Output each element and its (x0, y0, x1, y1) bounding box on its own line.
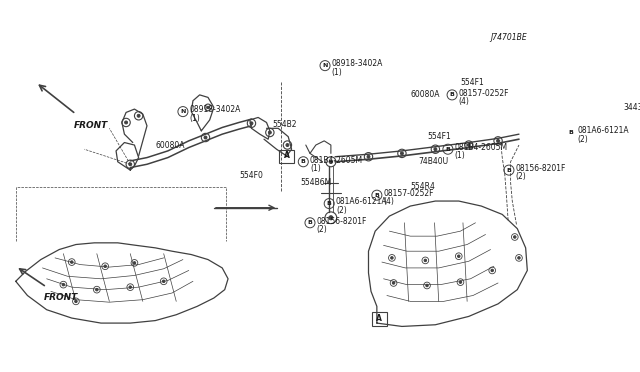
Text: (2): (2) (516, 172, 526, 181)
Circle shape (434, 148, 437, 151)
Circle shape (95, 288, 98, 291)
Circle shape (250, 122, 253, 125)
Circle shape (75, 300, 77, 302)
Text: (2): (2) (317, 225, 328, 234)
Text: B: B (374, 193, 380, 198)
Circle shape (137, 114, 140, 117)
Text: B: B (327, 201, 332, 206)
Text: B: B (450, 92, 454, 97)
Circle shape (104, 265, 106, 267)
Text: FRONT: FRONT (44, 293, 79, 302)
Circle shape (424, 259, 427, 262)
Text: (1): (1) (189, 114, 200, 123)
Text: 60080A: 60080A (410, 90, 440, 99)
Circle shape (401, 152, 403, 155)
Text: (2): (2) (336, 206, 347, 215)
Text: 081B4-2605M: 081B4-2605M (454, 143, 508, 152)
Circle shape (62, 283, 65, 286)
Circle shape (329, 160, 333, 164)
Circle shape (426, 284, 428, 287)
Text: 08156-8201F: 08156-8201F (317, 217, 367, 225)
Text: 081A6-6121A: 081A6-6121A (577, 126, 629, 135)
Circle shape (392, 282, 395, 284)
Text: 08157-0252F: 08157-0252F (459, 89, 509, 98)
FancyBboxPatch shape (372, 312, 387, 326)
Text: 554B6M: 554B6M (300, 178, 332, 187)
Text: 34437: 34437 (623, 103, 640, 112)
Text: 081B4-2605M: 081B4-2605M (310, 155, 363, 164)
Circle shape (459, 281, 461, 283)
Circle shape (491, 269, 493, 272)
Text: B: B (301, 159, 306, 164)
Circle shape (286, 144, 289, 147)
Text: 08918-3402A: 08918-3402A (332, 60, 383, 68)
Text: 081A6-6121A: 081A6-6121A (336, 198, 388, 206)
Text: FRONT: FRONT (74, 121, 109, 130)
Text: 08918-3402A: 08918-3402A (189, 105, 241, 115)
Text: J74701BE: J74701BE (491, 33, 527, 42)
Text: N: N (323, 63, 328, 68)
Circle shape (458, 255, 460, 257)
FancyBboxPatch shape (279, 150, 294, 163)
Text: 554F0: 554F0 (239, 171, 263, 180)
Text: 60080A: 60080A (156, 141, 185, 150)
Text: (4): (4) (459, 97, 470, 106)
Circle shape (367, 155, 370, 158)
Text: B: B (308, 220, 312, 225)
Text: A: A (376, 314, 382, 323)
Text: (1): (1) (310, 164, 321, 173)
Text: B: B (445, 147, 451, 152)
Circle shape (129, 163, 132, 166)
Text: B: B (506, 168, 511, 173)
Circle shape (268, 131, 271, 134)
Circle shape (467, 144, 470, 147)
Circle shape (207, 106, 209, 109)
Text: 554F1: 554F1 (460, 78, 484, 87)
Circle shape (513, 236, 516, 238)
Circle shape (70, 261, 73, 263)
Text: 08157-0252F: 08157-0252F (383, 189, 434, 198)
Text: N: N (180, 109, 186, 114)
Text: (4): (4) (383, 198, 394, 206)
Circle shape (329, 216, 333, 220)
Text: 74B40U: 74B40U (419, 157, 449, 166)
Text: 08156-8201F: 08156-8201F (516, 164, 566, 173)
Text: 554F1: 554F1 (427, 132, 451, 141)
Text: 554B2: 554B2 (273, 120, 297, 129)
Circle shape (163, 280, 165, 283)
Circle shape (204, 136, 207, 139)
Circle shape (129, 286, 131, 288)
Circle shape (518, 257, 520, 259)
Text: (1): (1) (332, 68, 342, 77)
Circle shape (497, 140, 500, 142)
Circle shape (133, 262, 136, 264)
Circle shape (125, 121, 127, 124)
Text: (2): (2) (577, 135, 588, 144)
Text: A: A (284, 151, 289, 160)
Circle shape (390, 257, 393, 259)
Text: 554R4: 554R4 (410, 182, 435, 191)
Text: B: B (568, 130, 573, 135)
Text: (1): (1) (454, 151, 465, 160)
